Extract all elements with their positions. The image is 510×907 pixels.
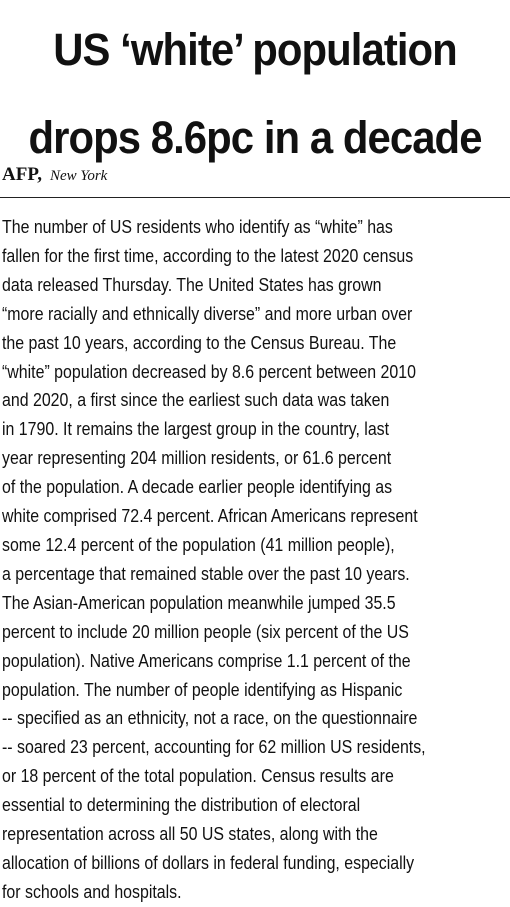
body-line: “more racially and ethnically diverse” a…	[2, 302, 413, 324]
headline: US ‘white’ population drops 8.6pc in a d…	[18, 6, 492, 182]
body-line: year representing 204 million residents,…	[2, 447, 392, 469]
body-line: white comprised 72.4 percent. African Am…	[2, 505, 418, 527]
byline-agency: AFP,	[2, 164, 42, 185]
body-line: The Asian-American population meanwhile …	[2, 591, 396, 613]
body-line: “white” population decreased by 8.6 perc…	[2, 360, 416, 382]
body-line: a percentage that remained stable over t…	[2, 562, 410, 584]
byline: AFP, New York	[2, 164, 107, 186]
body-line: and 2020, a first since the earliest suc…	[2, 389, 390, 411]
body-line: representation across all 50 US states, …	[2, 823, 378, 845]
body-line: -- specified as an ethnicity, not a race…	[2, 707, 418, 729]
body-line: The number of US residents who identify …	[2, 216, 393, 237]
body-line: some 12.4 percent of the population (41 …	[2, 533, 395, 555]
body-line: of the population. A decade earlier peop…	[2, 476, 393, 498]
byline-divider	[0, 197, 510, 198]
body-line: allocation of billions of dollars in fed…	[2, 851, 415, 873]
body-line: the past 10 years, according to the Cens…	[2, 331, 397, 353]
body-line: data released Thursday. The United State…	[2, 273, 382, 295]
body-line: population). Native Americans comprise 1…	[2, 649, 411, 671]
body-line: -- soared 23 percent, accounting for 62 …	[2, 736, 426, 758]
body-line: for schools and hospitals.	[2, 880, 182, 902]
body-line: percent to include 20 million people (si…	[2, 620, 409, 642]
headline-line-1: US ‘white’ population	[53, 24, 458, 75]
body-line: or 18 percent of the total population. C…	[2, 765, 394, 787]
body-line: essential to determining the distributio…	[2, 794, 361, 816]
body-line: population. The number of people identif…	[2, 678, 403, 700]
body-line: fallen for the first time, according to …	[2, 244, 414, 266]
article-body: The number of US residents who identify …	[2, 213, 508, 907]
headline-line-2: drops 8.6pc in a decade	[28, 112, 482, 163]
byline-location: New York	[49, 168, 108, 184]
body-line: in 1790. It remains the largest group in…	[2, 418, 390, 440]
